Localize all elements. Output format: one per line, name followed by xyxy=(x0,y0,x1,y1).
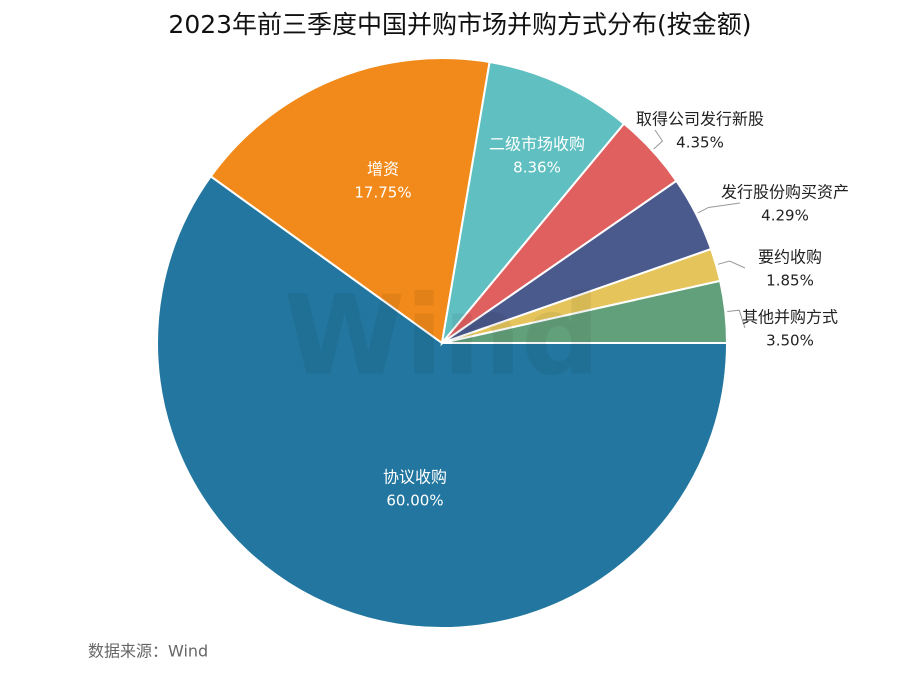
slice-label: 其他并购方式 xyxy=(742,308,838,327)
pie-slice xyxy=(440,60,626,347)
pie-slice xyxy=(156,174,729,629)
slice-value: 3.50% xyxy=(766,332,814,350)
slice-value: 4.35% xyxy=(676,134,724,152)
watermark: Wind xyxy=(284,271,600,399)
slice-label: 要约收购 xyxy=(758,248,822,267)
slice-value: 17.75% xyxy=(354,184,411,202)
slice-label: 二级市场收购 xyxy=(489,135,585,154)
slice-label: 增资 xyxy=(367,160,399,179)
slice-value: 1.85% xyxy=(766,272,814,290)
slice-value: 4.29% xyxy=(761,207,809,225)
leader-line xyxy=(697,202,741,214)
chart-title: 2023年前三季度中国并购市场并购方式分布(按金额) xyxy=(168,10,751,39)
slice-label: 发行股份购买资产 xyxy=(721,183,849,202)
leader-line xyxy=(653,129,664,150)
pie-slice xyxy=(209,57,491,345)
source: 数据来源：Wind xyxy=(88,642,208,661)
slice-value: 8.36% xyxy=(513,159,561,177)
leader-line xyxy=(727,309,746,329)
pie-slice xyxy=(441,279,729,344)
slice-label: 协议收购 xyxy=(383,468,447,487)
slice-value: 60.00% xyxy=(386,492,443,510)
slice-label: 取得公司发行新股 xyxy=(636,110,764,129)
leader-line xyxy=(717,260,746,269)
